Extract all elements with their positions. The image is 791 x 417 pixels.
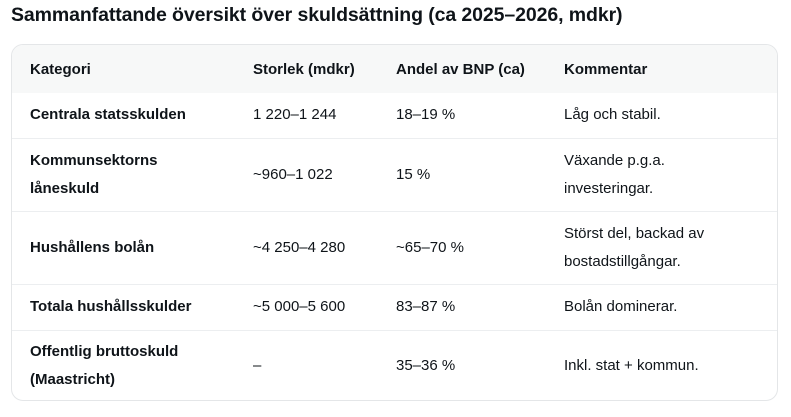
cell-kategori: Hushållens bolån [12,210,241,284]
debt-summary-table: Kategori Storlek (mdkr) Andel av BNP (ca… [12,45,777,400]
cell-storlek: ~4 250–4 280 [241,210,383,284]
cell-kategori: Offentlig bruttoskuld (Maastricht) [12,329,241,400]
cell-andel: 15 % [383,137,551,211]
cell-kommentar: Inkl. stat + kommun. [551,329,777,400]
cell-andel: 83–87 % [383,283,551,330]
cell-kommentar: Växande p.g.a. investeringar. [551,137,777,211]
table-row: Kommunsektorns låneskuld ~960–1 022 15 %… [12,137,777,211]
cell-storlek: ~5 000–5 600 [241,283,383,330]
cell-andel: ~65–70 % [383,210,551,284]
cell-storlek: ~960–1 022 [241,137,383,211]
cell-kategori: Totala hushållsskulder [12,283,241,330]
summary-table-container: Kategori Storlek (mdkr) Andel av BNP (ca… [11,44,778,401]
table-row: Totala hushållsskulder ~5 000–5 600 83–8… [12,283,777,330]
cell-kommentar: Störst del, backad av bostadstillgångar. [551,210,777,284]
table-header-row: Kategori Storlek (mdkr) Andel av BNP (ca… [12,45,777,93]
header-andel-bnp: Andel av BNP (ca) [396,60,525,78]
table-row: Hushållens bolån ~4 250–4 280 ~65–70 % S… [12,210,777,284]
cell-kategori: Kommunsektorns låneskuld [12,137,241,211]
cell-andel: 35–36 % [383,329,551,400]
cell-kategori: Centrala statsskulden [30,106,186,124]
cell-kommentar: Bolån dominerar. [551,283,777,330]
page-title: Sammanfattande översikt över skuldsättni… [11,4,623,26]
cell-storlek: – [241,329,383,400]
header-kategori: Kategori [30,60,91,78]
table-row: Offentlig bruttoskuld (Maastricht) – 35–… [12,329,777,400]
table-row: Centrala statsskulden 1 220–1 244 18–19 … [12,93,777,138]
header-storlek: Storlek (mdkr) [253,60,355,78]
cell-kommentar: Låg och stabil. [564,106,661,124]
cell-andel: 18–19 % [396,106,456,124]
cell-storlek: 1 220–1 244 [253,106,337,124]
header-kommentar: Kommentar [564,60,648,78]
